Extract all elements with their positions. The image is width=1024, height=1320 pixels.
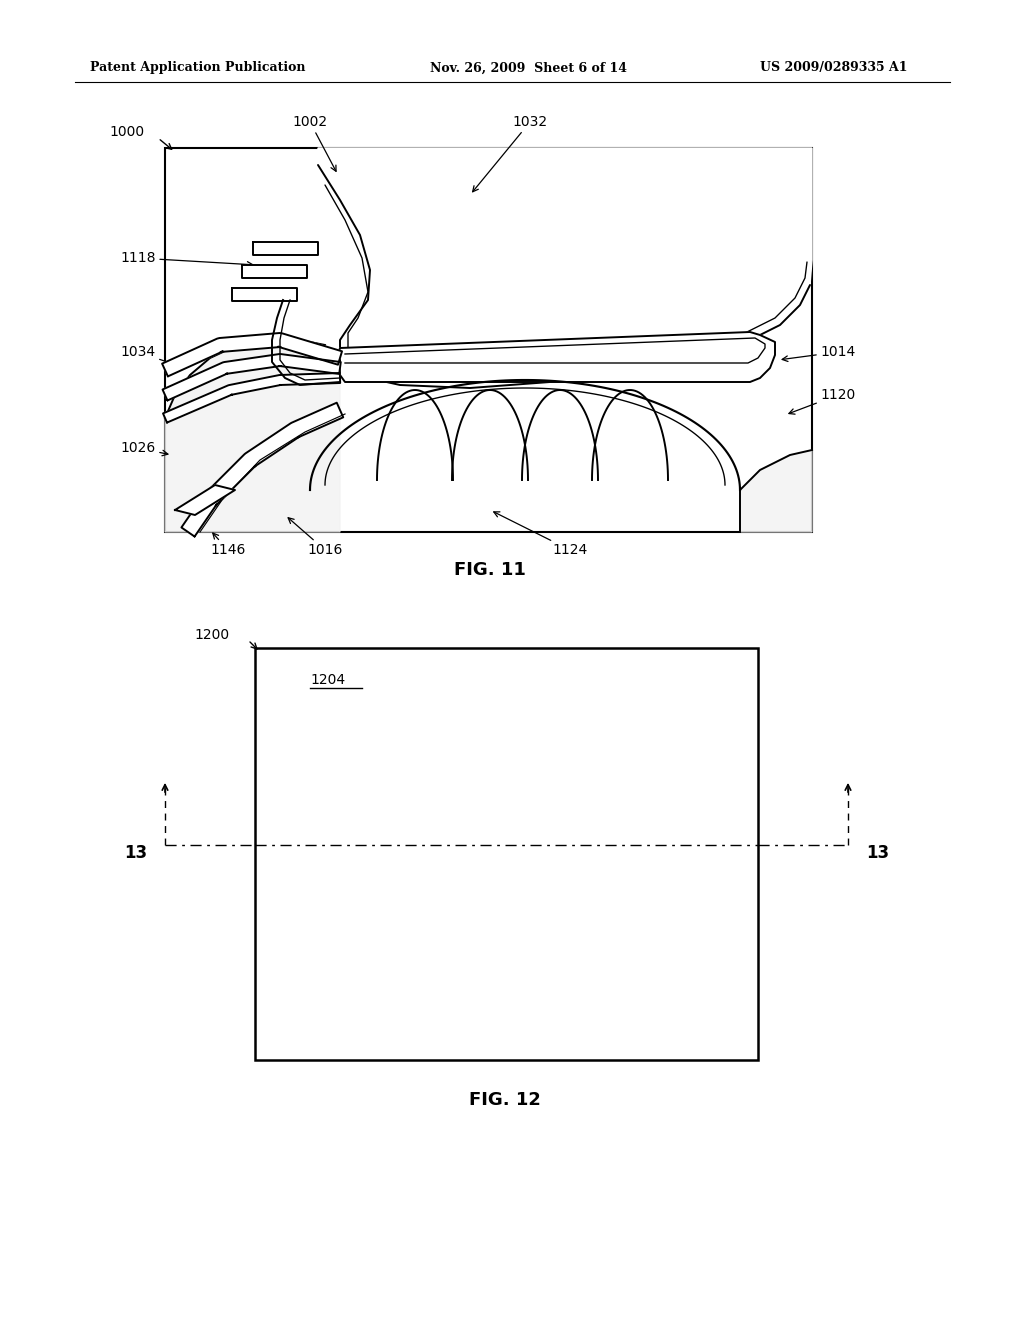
Polygon shape bbox=[181, 403, 343, 536]
Polygon shape bbox=[175, 484, 234, 515]
Text: FIG. 12: FIG. 12 bbox=[469, 1092, 541, 1109]
Bar bbox=[255, 648, 758, 1060]
Text: 1032: 1032 bbox=[473, 115, 548, 191]
Text: 1002: 1002 bbox=[293, 115, 336, 172]
Polygon shape bbox=[232, 288, 297, 301]
Polygon shape bbox=[163, 354, 341, 400]
Text: Patent Application Publication: Patent Application Publication bbox=[90, 62, 305, 74]
Text: 1118: 1118 bbox=[120, 251, 253, 267]
Text: 1120: 1120 bbox=[788, 388, 856, 414]
Text: 1016: 1016 bbox=[288, 517, 343, 557]
Text: 13: 13 bbox=[124, 843, 147, 862]
Polygon shape bbox=[318, 148, 812, 388]
Polygon shape bbox=[253, 242, 318, 255]
Polygon shape bbox=[162, 333, 342, 376]
Text: 1200: 1200 bbox=[195, 628, 230, 642]
Text: 1034: 1034 bbox=[121, 345, 181, 367]
Polygon shape bbox=[165, 341, 340, 532]
Polygon shape bbox=[740, 450, 812, 532]
Polygon shape bbox=[163, 374, 340, 422]
Text: 1124: 1124 bbox=[494, 512, 588, 557]
Text: 1014: 1014 bbox=[782, 345, 856, 362]
Bar bbox=[165, 148, 812, 532]
Text: 13: 13 bbox=[866, 843, 889, 862]
Polygon shape bbox=[338, 333, 775, 381]
Text: US 2009/0289335 A1: US 2009/0289335 A1 bbox=[760, 62, 907, 74]
Polygon shape bbox=[242, 265, 307, 279]
Text: 1000: 1000 bbox=[110, 125, 145, 139]
Text: 1146: 1146 bbox=[210, 533, 246, 557]
Text: Nov. 26, 2009  Sheet 6 of 14: Nov. 26, 2009 Sheet 6 of 14 bbox=[430, 62, 627, 74]
Text: 1204: 1204 bbox=[310, 673, 345, 686]
Text: 1026: 1026 bbox=[121, 441, 168, 455]
Text: FIG. 11: FIG. 11 bbox=[454, 561, 526, 579]
